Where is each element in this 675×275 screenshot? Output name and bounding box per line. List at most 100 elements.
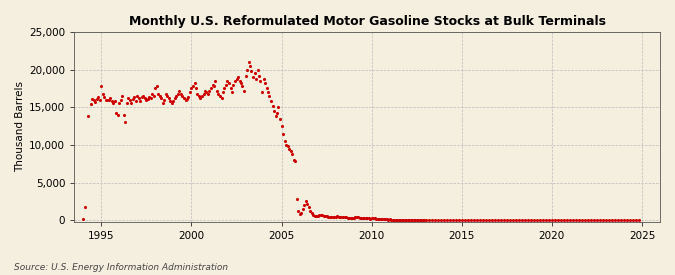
Point — [401, 218, 412, 222]
Point — [215, 94, 225, 98]
Point — [462, 218, 473, 222]
Point — [135, 99, 146, 103]
Point — [504, 218, 515, 222]
Point — [380, 217, 391, 222]
Point — [293, 209, 304, 213]
Point — [256, 90, 267, 94]
Point — [260, 81, 271, 85]
Point — [410, 218, 421, 222]
Point — [543, 218, 554, 222]
Point — [568, 218, 578, 222]
Point — [102, 98, 113, 103]
Point — [196, 94, 207, 98]
Point — [610, 218, 620, 222]
Point — [351, 215, 362, 219]
Point — [209, 84, 219, 88]
Point — [248, 75, 259, 79]
Point — [120, 120, 131, 125]
Point — [324, 214, 335, 219]
Point — [261, 86, 272, 91]
Point — [502, 218, 512, 222]
Point — [300, 199, 311, 204]
Point — [416, 218, 427, 222]
Point — [309, 213, 320, 218]
Point — [350, 215, 360, 219]
Point — [408, 218, 419, 222]
Point — [176, 92, 186, 96]
Point — [315, 212, 326, 217]
Point — [163, 96, 174, 100]
Point — [304, 209, 315, 213]
Point — [456, 218, 467, 222]
Point — [114, 101, 125, 105]
Point — [141, 98, 152, 103]
Point — [204, 89, 215, 93]
Point — [347, 216, 358, 220]
Point — [182, 97, 192, 101]
Point — [231, 76, 242, 81]
Point — [591, 218, 602, 222]
Point — [225, 86, 236, 91]
Point — [381, 217, 392, 222]
Point — [404, 218, 414, 222]
Point — [101, 98, 111, 102]
Text: Source: U.S. Energy Information Administration: Source: U.S. Energy Information Administ… — [14, 263, 227, 272]
Point — [148, 94, 159, 98]
Point — [302, 202, 313, 206]
Point — [161, 92, 171, 96]
Point — [78, 217, 88, 222]
Point — [244, 64, 255, 68]
Point — [360, 216, 371, 220]
Point — [374, 217, 385, 221]
Point — [348, 215, 359, 220]
Point — [634, 218, 645, 222]
Point — [537, 218, 548, 222]
Point — [468, 218, 479, 222]
Point — [570, 218, 581, 222]
Point — [541, 218, 551, 222]
Point — [276, 124, 287, 128]
Point — [168, 99, 179, 103]
Point — [616, 218, 626, 222]
Point — [294, 212, 305, 216]
Point — [109, 99, 120, 103]
Point — [171, 94, 182, 98]
Point — [219, 86, 230, 91]
Point — [564, 218, 575, 222]
Point — [487, 218, 497, 222]
Point — [91, 97, 102, 101]
Point — [323, 214, 333, 219]
Point — [223, 81, 234, 85]
Point — [86, 102, 97, 106]
Point — [344, 215, 354, 220]
Point — [296, 210, 306, 215]
Point — [138, 94, 148, 98]
Point — [282, 144, 293, 148]
Point — [392, 218, 403, 222]
Point — [399, 218, 410, 222]
Point — [460, 218, 470, 222]
Point — [384, 217, 395, 222]
Point — [267, 104, 278, 108]
Point — [411, 218, 422, 222]
Point — [333, 214, 344, 219]
Point — [547, 218, 558, 222]
Point — [162, 94, 173, 98]
Point — [317, 213, 327, 218]
Point — [82, 114, 93, 119]
Point — [249, 71, 260, 76]
Y-axis label: Thousand Barrels: Thousand Barrels — [15, 81, 25, 172]
Point — [264, 94, 275, 98]
Point — [314, 213, 325, 217]
Point — [402, 218, 413, 222]
Point — [88, 98, 99, 103]
Point — [130, 99, 141, 103]
Point — [618, 218, 629, 222]
Point — [258, 76, 269, 81]
Point — [165, 99, 176, 103]
Point — [601, 218, 612, 222]
Point — [115, 98, 126, 102]
Point — [178, 96, 189, 100]
Point — [477, 218, 488, 222]
Point — [556, 218, 566, 222]
